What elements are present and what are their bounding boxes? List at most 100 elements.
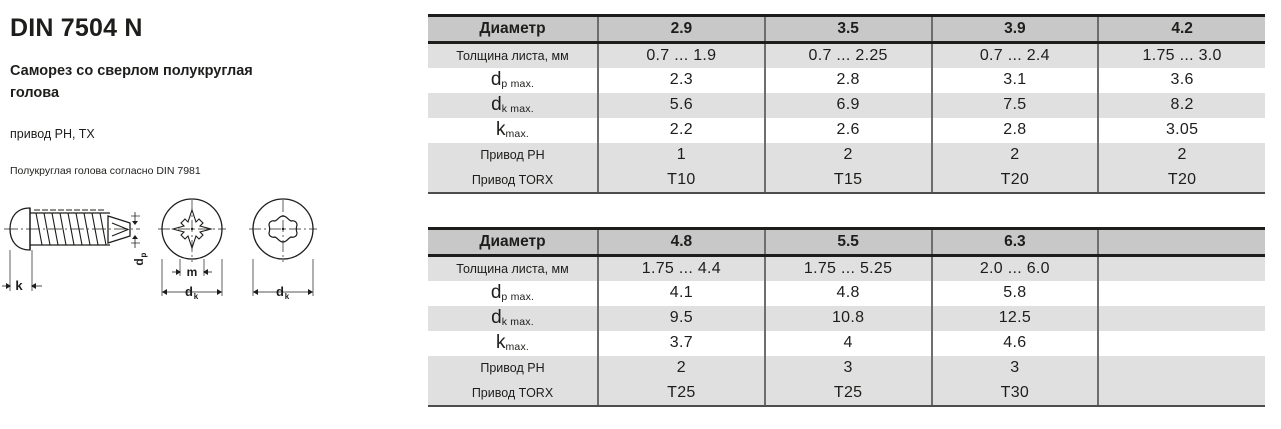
row-label-drive-ph: Привод PH: [428, 142, 598, 168]
dimension-label-dk-torx: d: [276, 284, 284, 299]
table-cell: 3: [763, 355, 932, 381]
phillips-head-top-view: [158, 198, 226, 296]
technical-drawings: k m d k d k d p: [0, 196, 420, 316]
screw-side-view: [2, 207, 140, 291]
header-cell-label: Диаметр: [428, 227, 598, 257]
table-cell: 3.1: [930, 67, 1099, 93]
table-header-row: Диаметр 4.8 5.5 6.3: [428, 227, 1265, 257]
table-cell: 5.8: [930, 280, 1099, 306]
table-row: Привод TORX T25 T25 T30: [428, 380, 1265, 407]
table-cell-empty: [1097, 330, 1265, 356]
table-cell: 3.7: [597, 330, 765, 356]
row-label-drive-torx: Привод TORX: [428, 167, 598, 194]
table-cell: 7.5: [930, 92, 1099, 118]
table-cell-empty: [1097, 305, 1265, 331]
table-row: dp max. 4.1 4.8 5.8: [428, 280, 1265, 306]
table-cell: 1: [597, 142, 765, 168]
row-label-sheet-thickness: Толщина листа, мм: [428, 42, 598, 68]
table-row: Привод PH 2 3 3: [428, 355, 1265, 381]
row-label-drive-torx: Привод TORX: [428, 380, 598, 407]
table-cell: T30: [930, 380, 1099, 407]
table-cell: T25: [763, 380, 932, 407]
table-cell-empty: [1097, 380, 1265, 407]
table-cell: 1.75 ... 3.0: [1097, 42, 1265, 68]
table-cell: 1.75 ... 4.4: [597, 255, 765, 281]
symbol-base: k: [495, 332, 506, 353]
row-label-drive-ph: Привод PH: [428, 355, 598, 381]
table-cell: 3.05: [1097, 117, 1265, 143]
table-cell: T10: [597, 167, 765, 194]
symbol-subscript: p max.: [501, 291, 535, 303]
table-cell: 3: [930, 355, 1099, 381]
table-header-row: Диаметр 2.9 3.5 3.9 4.2: [428, 14, 1265, 44]
product-info-panel: DIN 7504 N Саморез со сверлом полукругла…: [0, 0, 420, 429]
table-cell: T20: [930, 167, 1099, 194]
table-cell: 2.0 ... 6.0: [930, 255, 1099, 281]
header-cell-diameter: 3.9: [930, 14, 1099, 44]
table-cell: 4: [763, 330, 932, 356]
dimension-label-m: m: [187, 265, 198, 279]
table-cell: 2.6: [763, 117, 932, 143]
table-cell: 2: [597, 355, 765, 381]
header-cell-diameter: 4.8: [597, 227, 765, 257]
table-cell: T25: [597, 380, 765, 407]
table-cell: 2: [1097, 142, 1265, 168]
table-cell: 0.7 ... 2.25: [763, 42, 932, 68]
header-cell-empty: [1097, 227, 1265, 257]
header-cell-diameter: 6.3: [930, 227, 1099, 257]
table-cell: 5.6: [597, 92, 765, 118]
table-cell: 2: [930, 142, 1099, 168]
table-cell: 1.75 ... 5.25: [763, 255, 932, 281]
header-cell-diameter: 5.5: [763, 227, 932, 257]
dimension-label-dk-ph-sub: k: [194, 292, 199, 301]
table-cell: 2.3: [597, 67, 765, 93]
symbol-base: d: [491, 94, 502, 115]
table-cell: 12.5: [930, 305, 1099, 331]
table-row: kmax. 2.2 2.6 2.8 3.05: [428, 117, 1265, 143]
row-label-dp-max: dp max.: [428, 280, 598, 306]
table-cell: 2.8: [930, 117, 1099, 143]
table-body: Толщина листа, мм 0.7 ... 1.9 0.7 ... 2.…: [428, 42, 1265, 194]
table-cell: 10.8: [763, 305, 932, 331]
table-row: Привод TORX T10 T15 T20 T20: [428, 167, 1265, 194]
dimension-label-dk-torx-sub: k: [285, 292, 290, 301]
symbol-base: d: [491, 307, 502, 328]
table-cell: 6.9: [763, 92, 932, 118]
symbol-subscript: p max.: [501, 78, 535, 90]
dimension-label-k: k: [15, 278, 23, 293]
technical-drawing-svg: k m d k d k d p: [2, 198, 317, 301]
symbol-subscript: max.: [505, 128, 530, 140]
header-cell-diameter: 2.9: [597, 14, 765, 44]
symbol-base: k: [495, 119, 506, 140]
header-cell-label: Диаметр: [428, 14, 598, 44]
table-row: Привод PH 1 2 2 2: [428, 142, 1265, 168]
table-cell: T15: [763, 167, 932, 194]
symbol-subscript: max.: [505, 341, 530, 353]
table-cell: 3.6: [1097, 67, 1265, 93]
row-label-dk-max: dk max.: [428, 92, 598, 118]
symbol-base: d: [490, 282, 502, 303]
symbol-subscript: k max.: [501, 103, 534, 115]
table-row: Толщина листа, мм 0.7 ... 1.9 0.7 ... 2.…: [428, 42, 1265, 68]
table-row: dk max. 5.6 6.9 7.5 8.2: [428, 92, 1265, 118]
row-label-dp-max: dp max.: [428, 67, 598, 93]
row-label-dk-max: dk max.: [428, 305, 598, 331]
table-header: Диаметр 2.9 3.5 3.9 4.2: [428, 14, 1265, 44]
product-standard-note: Полукруглая голова согласно DIN 7981: [10, 165, 201, 177]
row-label-k-max: kmax.: [428, 330, 598, 356]
product-drive-note: привод PH, TX: [10, 127, 95, 141]
dimension-label-dk-ph: d: [185, 284, 193, 299]
header-cell-diameter: 3.5: [763, 14, 932, 44]
product-subtitle: Саморез со сверлом полукруглая голова: [10, 63, 253, 101]
table-cell: 2: [763, 142, 932, 168]
table-row: Толщина листа, мм 1.75 ... 4.4 1.75 ... …: [428, 255, 1265, 281]
table-cell: 4.6: [930, 330, 1099, 356]
table-cell-empty: [1097, 255, 1265, 281]
table-body: Толщина листа, мм 1.75 ... 4.4 1.75 ... …: [428, 255, 1265, 407]
table-header: Диаметр 4.8 5.5 6.3: [428, 227, 1265, 257]
dimension-label-dp-sub: p: [139, 252, 148, 257]
torx-head-top-view: [249, 198, 317, 296]
table-row: dp max. 2.3 2.8 3.1 3.6: [428, 67, 1265, 93]
table-row: kmax. 3.7 4 4.6: [428, 330, 1265, 356]
table-cell: 9.5: [597, 305, 765, 331]
